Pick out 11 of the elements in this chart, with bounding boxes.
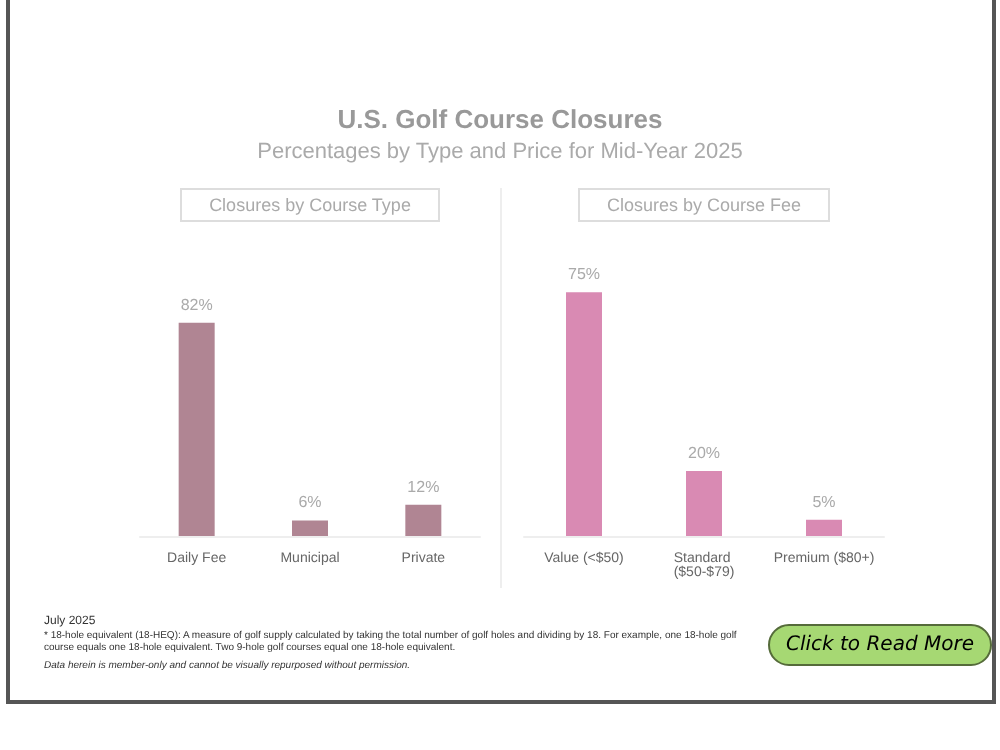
data-label: 20% [687, 444, 721, 462]
data-label: 75% [567, 265, 601, 284]
text: U.S. Golf Course Closures [335, 104, 665, 134]
data-label: 82% [180, 295, 213, 314]
data-label: 5% [812, 492, 836, 511]
data-label: 6% [298, 493, 322, 512]
chart-title: Closures by Course Type [209, 195, 411, 215]
read-more-button[interactable]: Click to Read More [768, 624, 992, 666]
chart-title: Closures by Course Fee [606, 195, 802, 215]
data-label: 12% [407, 477, 440, 496]
text: Percentages by Type and Price for Mid-Year 2025 [255, 140, 745, 164]
